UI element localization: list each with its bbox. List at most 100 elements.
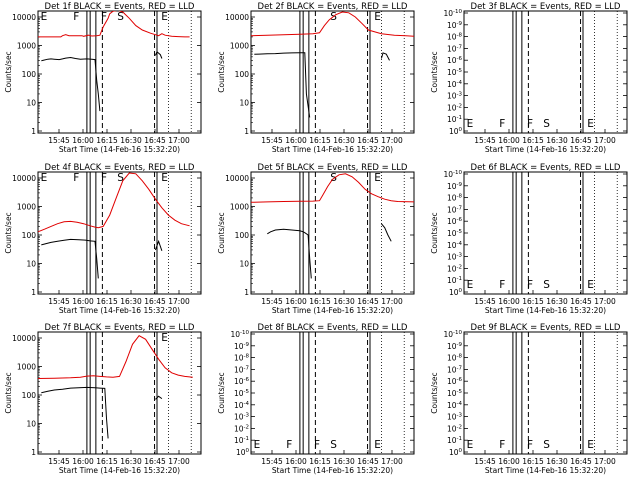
y-tick-label: 1 xyxy=(31,127,36,136)
event-flag-label: E xyxy=(374,172,381,184)
y-tick-label: 10000 xyxy=(225,174,249,183)
events-series-line xyxy=(41,56,101,112)
series-group xyxy=(38,172,190,279)
y-tick-label: 10-2 xyxy=(447,424,462,433)
plot-frame xyxy=(37,10,202,134)
y-tick-label: 10000 xyxy=(12,13,36,22)
y-tick-exponent: -3 xyxy=(457,253,463,259)
y-tick-exponent: -8 xyxy=(244,354,250,360)
x-tick-label: 16:30 xyxy=(120,457,142,466)
y-tick-label: 10-1 xyxy=(447,276,462,285)
y-tick-label: 10 xyxy=(26,99,36,108)
y-axis-label: Counts/sec xyxy=(430,372,439,413)
event-flag-label: E xyxy=(161,11,168,23)
events-series-line xyxy=(254,52,311,118)
y-tick-label: 1 xyxy=(244,288,249,297)
y-tick-label: 10-9 xyxy=(447,182,463,191)
y-tick-label: 10-3 xyxy=(447,253,463,262)
y-tick-label: 10-1 xyxy=(234,436,249,445)
x-tick-label: 16:15 xyxy=(309,136,331,145)
y-tick-exponent: 0 xyxy=(246,448,250,454)
y-tick-label: 1 xyxy=(31,288,36,297)
x-tick-label: 17:00 xyxy=(168,297,190,306)
x-tick-label: 16:30 xyxy=(333,136,355,145)
y-tick-exponent: -8 xyxy=(457,194,463,200)
x-tick-label: 16:30 xyxy=(333,457,355,466)
lld-series-line xyxy=(251,173,414,203)
y-tick-label: 10-7 xyxy=(447,205,463,214)
x-tick-label: 16:00 xyxy=(498,136,520,145)
y-tick-label: 10-7 xyxy=(234,365,250,374)
x-tick-label: 16:45 xyxy=(570,136,592,145)
y-tick-label: 10-3 xyxy=(447,92,463,101)
y-tick-exponent: -1 xyxy=(457,276,462,282)
y-tick-exponent: -5 xyxy=(457,389,463,395)
x-tick-label: 16:15 xyxy=(309,457,331,466)
panel-det-7: Det 7f BLACK = Events, RED = LLD Counts/s… xyxy=(4,323,202,475)
x-tick-label: 16:45 xyxy=(144,457,166,466)
y-tick-label: 100 xyxy=(449,127,463,136)
event-flag-label: E xyxy=(374,11,381,23)
panel-title: Det 3f BLACK = Events, RED = LLD xyxy=(471,2,621,12)
x-tick-label: 16:30 xyxy=(546,457,568,466)
plot-frame xyxy=(463,331,628,455)
lld-series-line xyxy=(38,335,193,379)
x-tick-label: 16:45 xyxy=(357,297,379,306)
y-tick-label: 10-9 xyxy=(234,342,250,351)
y-tick-exponent: 0 xyxy=(459,127,463,133)
lld-series-line xyxy=(38,11,190,38)
y-tick-label: 100 xyxy=(235,70,250,79)
panel-det-2: Det 2f BLACK = Events, RED = LLD Counts/s… xyxy=(217,2,415,154)
lld-series-line xyxy=(38,172,190,233)
event-flag-label: E xyxy=(161,332,168,344)
event-flag-label: F xyxy=(314,439,320,451)
x-tick-label: 16:45 xyxy=(357,136,379,145)
x-tick-label: 16:45 xyxy=(570,297,592,306)
y-axis-label: Counts/sec xyxy=(430,212,439,253)
event-flag-label: F xyxy=(73,11,79,23)
event-flag-label: F xyxy=(101,11,107,23)
x-tick-label: 15:45 xyxy=(48,136,70,145)
y-tick-label: 1000 xyxy=(17,203,36,212)
x-tick-label: 16:30 xyxy=(120,136,142,145)
series-group xyxy=(251,173,414,279)
x-tick-label: 16:30 xyxy=(120,297,142,306)
x-tick-label: 15:45 xyxy=(261,297,283,306)
y-tick-label: 1000 xyxy=(17,363,36,372)
y-tick-label: 10-2 xyxy=(447,264,462,273)
y-tick-exponent: -7 xyxy=(457,205,463,211)
panel-det-3: Det 3f BLACK = Events, RED = LLD Counts/s… xyxy=(430,2,628,154)
y-tick-exponent: -3 xyxy=(244,413,250,419)
event-flag-label: E xyxy=(254,439,261,451)
events-series-line xyxy=(154,50,163,59)
event-flag-label: F xyxy=(499,279,505,291)
y-tick-label: 10-2 xyxy=(234,424,249,433)
plot-frame xyxy=(250,171,415,295)
y-axis-label: Counts/sec xyxy=(430,51,439,92)
event-flag-label: E xyxy=(161,172,168,184)
events-series-line xyxy=(41,386,109,439)
y-tick-label: 10-5 xyxy=(234,389,250,398)
panel-title: Det 9f BLACK = Events, RED = LLD xyxy=(471,323,621,333)
x-axis-label: Start Time (14-Feb-16 15:32:20) xyxy=(272,306,393,315)
y-tick-label: 10-1 xyxy=(447,115,462,124)
y-tick-exponent: -7 xyxy=(244,365,250,371)
x-axis-label: Start Time (14-Feb-16 15:32:20) xyxy=(272,145,393,154)
x-tick-label: 15:45 xyxy=(48,457,70,466)
y-tick-label: 10-4 xyxy=(234,401,250,410)
x-tick-label: 16:15 xyxy=(96,297,118,306)
series-group xyxy=(38,335,193,439)
event-flag-label: E xyxy=(587,439,594,451)
x-tick-label: 16:15 xyxy=(96,457,118,466)
y-tick-label: 1000 xyxy=(17,42,36,51)
event-flag-label: F xyxy=(499,439,505,451)
y-tick-label: 100 xyxy=(22,70,37,79)
y-tick-exponent: -1 xyxy=(457,436,462,442)
panel-title: Det 4f BLACK = Events, RED = LLD xyxy=(45,163,195,173)
y-tick-label: 10-6 xyxy=(447,56,463,65)
events-series-line xyxy=(380,52,390,61)
y-tick-label: 10-1 xyxy=(447,436,462,445)
y-tick-exponent: -2 xyxy=(244,424,249,430)
y-axis-label: Counts/sec xyxy=(4,51,13,92)
